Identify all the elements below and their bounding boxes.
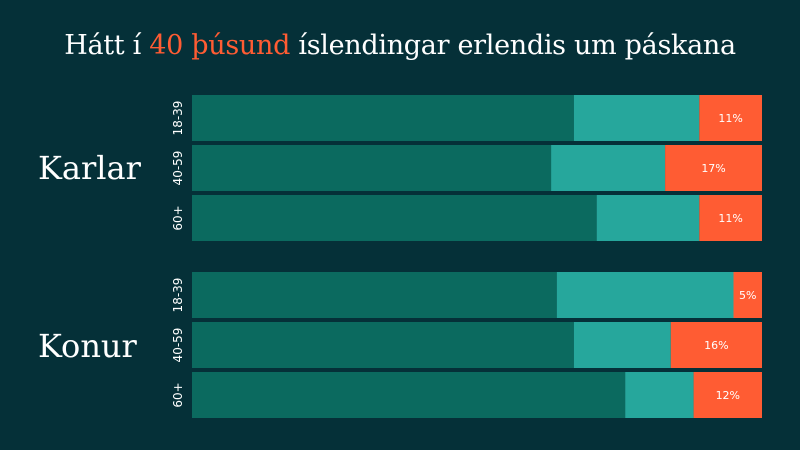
bar-segment-konur-40-59-2: [573, 322, 671, 368]
page-title: Hátt í 40 þúsund íslendingar erlendis um…: [0, 26, 800, 66]
data-label-karlar-40-59: 17%: [701, 162, 725, 175]
bar-segment-karlar-18-39-3: [699, 95, 762, 141]
data-label-karlar-18-39: 11%: [718, 112, 742, 125]
bar-segment-konur-60+-3: [693, 372, 762, 418]
bar-segment-karlar-40-59-1: [192, 145, 552, 191]
bar-segment-karlar-60+-2: [596, 195, 700, 241]
title-highlight: 40 þúsund: [149, 30, 291, 61]
group-label-konur: Konur: [38, 327, 137, 365]
data-label-konur-18-39: 5%: [739, 289, 756, 302]
bar-segment-karlar-40-59-2: [551, 145, 666, 191]
bar-segment-karlar-18-39-2: [573, 95, 700, 141]
bar-segment-konur-60+-1: [192, 372, 626, 418]
bar-segment-karlar-40-59-3: [665, 145, 762, 191]
bar-segment-konur-18-39-1: [192, 272, 557, 318]
bar-segment-karlar-60+-1: [192, 195, 597, 241]
bar-segment-konur-18-39-3: [733, 272, 762, 318]
bar-segment-konur-18-39-2: [556, 272, 734, 318]
title-before: Hátt í: [64, 30, 150, 61]
data-label-konur-60+: 12%: [716, 389, 740, 402]
bar-segment-konur-60+-2: [625, 372, 694, 418]
bar-segment-karlar-18-39-1: [192, 95, 574, 141]
bar-segment-konur-40-59-3: [670, 322, 762, 368]
bar-segment-konur-40-59-1: [192, 322, 574, 368]
data-label-karlar-60+: 11%: [718, 212, 742, 225]
bar-segment-karlar-60+-3: [699, 195, 762, 241]
title-after: íslendingar erlendis um páskana: [290, 30, 736, 61]
group-label-karlar: Karlar: [38, 149, 141, 187]
data-label-konur-40-59: 16%: [704, 339, 728, 352]
